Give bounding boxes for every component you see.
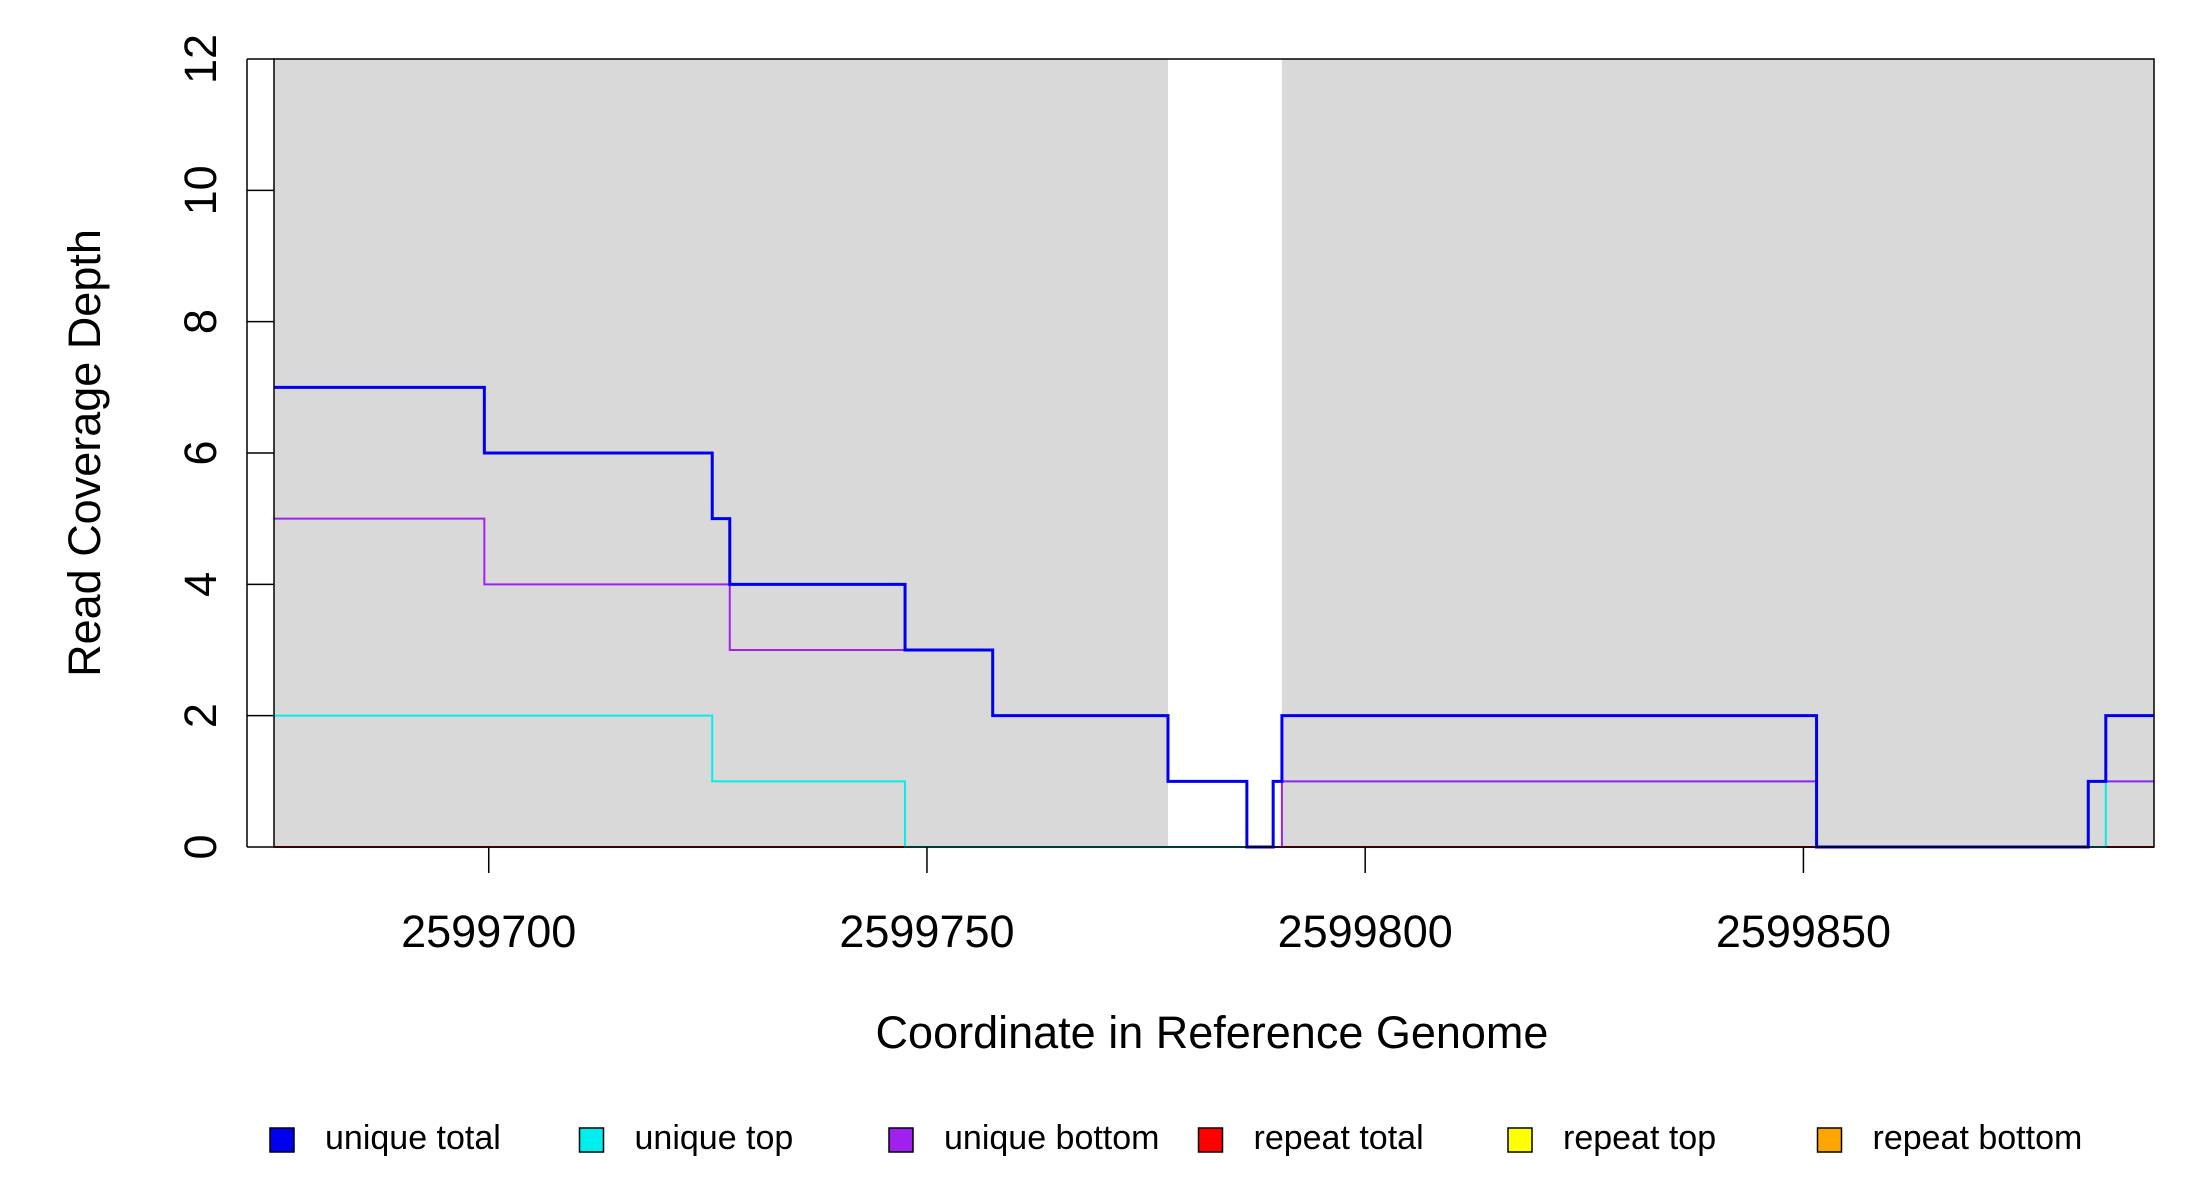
- legend-swatch-repeat-total: [1197, 1127, 1224, 1153]
- shaded-region-1: [274, 59, 1168, 847]
- y-tick-label: 2: [175, 703, 226, 728]
- x-tick-label: 2599750: [839, 906, 1014, 957]
- legend-swatch-unique-top: [578, 1127, 605, 1153]
- x-tick-label: 2599700: [401, 906, 576, 957]
- x-axis-title: Coordinate in Reference Genome: [876, 1007, 1549, 1058]
- legend-swatch-repeat-bottom: [1816, 1127, 1843, 1153]
- legend-label-unique-top: unique top: [635, 1119, 794, 1157]
- legend-label-repeat-total: repeat total: [1254, 1119, 1424, 1157]
- y-tick-label: 0: [175, 834, 226, 859]
- legend: unique total unique top unique bottom repea…: [269, 1119, 2083, 1157]
- legend-swatch-unique-total: [269, 1127, 295, 1153]
- y-tick-label: 12: [175, 34, 226, 84]
- y-axis: 0 2 4 6 8 10 12: [175, 34, 274, 860]
- legend-swatch-unique-bottom: [888, 1127, 914, 1153]
- legend-label-repeat-top: repeat top: [1563, 1119, 1716, 1157]
- legend-label-unique-bottom: unique bottom: [944, 1119, 1160, 1157]
- shaded-region-2: [1281, 59, 2154, 847]
- x-axis: 2599700 2599750 2599800 2599850: [401, 847, 1891, 957]
- y-tick-label: 10: [175, 165, 226, 215]
- y-tick-label: 8: [175, 309, 226, 334]
- legend-label-unique-total: unique total: [325, 1119, 501, 1157]
- x-tick-label: 2599800: [1278, 906, 1453, 957]
- y-tick-label: 6: [175, 440, 226, 465]
- x-tick-label: 2599850: [1716, 906, 1891, 957]
- legend-label-repeat-bottom: repeat bottom: [1873, 1119, 2083, 1157]
- legend-swatch-repeat-top: [1507, 1127, 1533, 1153]
- y-axis-title: Read Coverage Depth: [59, 229, 110, 677]
- y-tick-label: 4: [175, 572, 226, 597]
